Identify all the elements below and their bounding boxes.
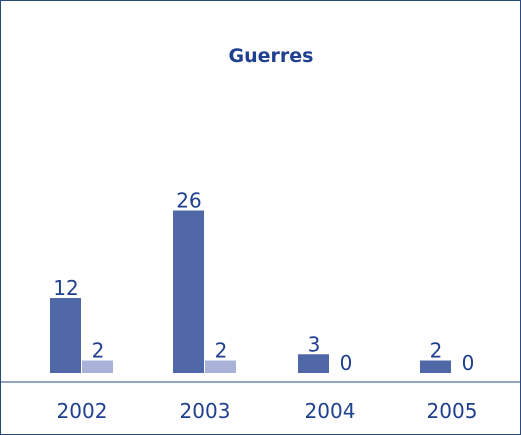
chart-title: Guerres [229, 45, 314, 67]
value-label: 2 [430, 339, 443, 363]
bar [298, 354, 329, 373]
bar [205, 360, 236, 373]
x-tick-label: 2004 [305, 399, 356, 423]
bar [82, 360, 113, 373]
x-tick-label: 2003 [180, 399, 231, 423]
value-label: 0 [340, 351, 353, 375]
value-label: 2 [92, 339, 105, 363]
x-tick-label: 2002 [57, 399, 108, 423]
value-label: 0 [462, 351, 475, 375]
bar [420, 360, 451, 373]
bar [50, 298, 81, 373]
value-label: 2 [215, 339, 228, 363]
x-tick-label: 2005 [427, 399, 478, 423]
bar [173, 210, 204, 373]
value-label: 26 [176, 189, 201, 213]
value-label: 3 [308, 332, 321, 356]
value-label: 12 [53, 276, 78, 300]
